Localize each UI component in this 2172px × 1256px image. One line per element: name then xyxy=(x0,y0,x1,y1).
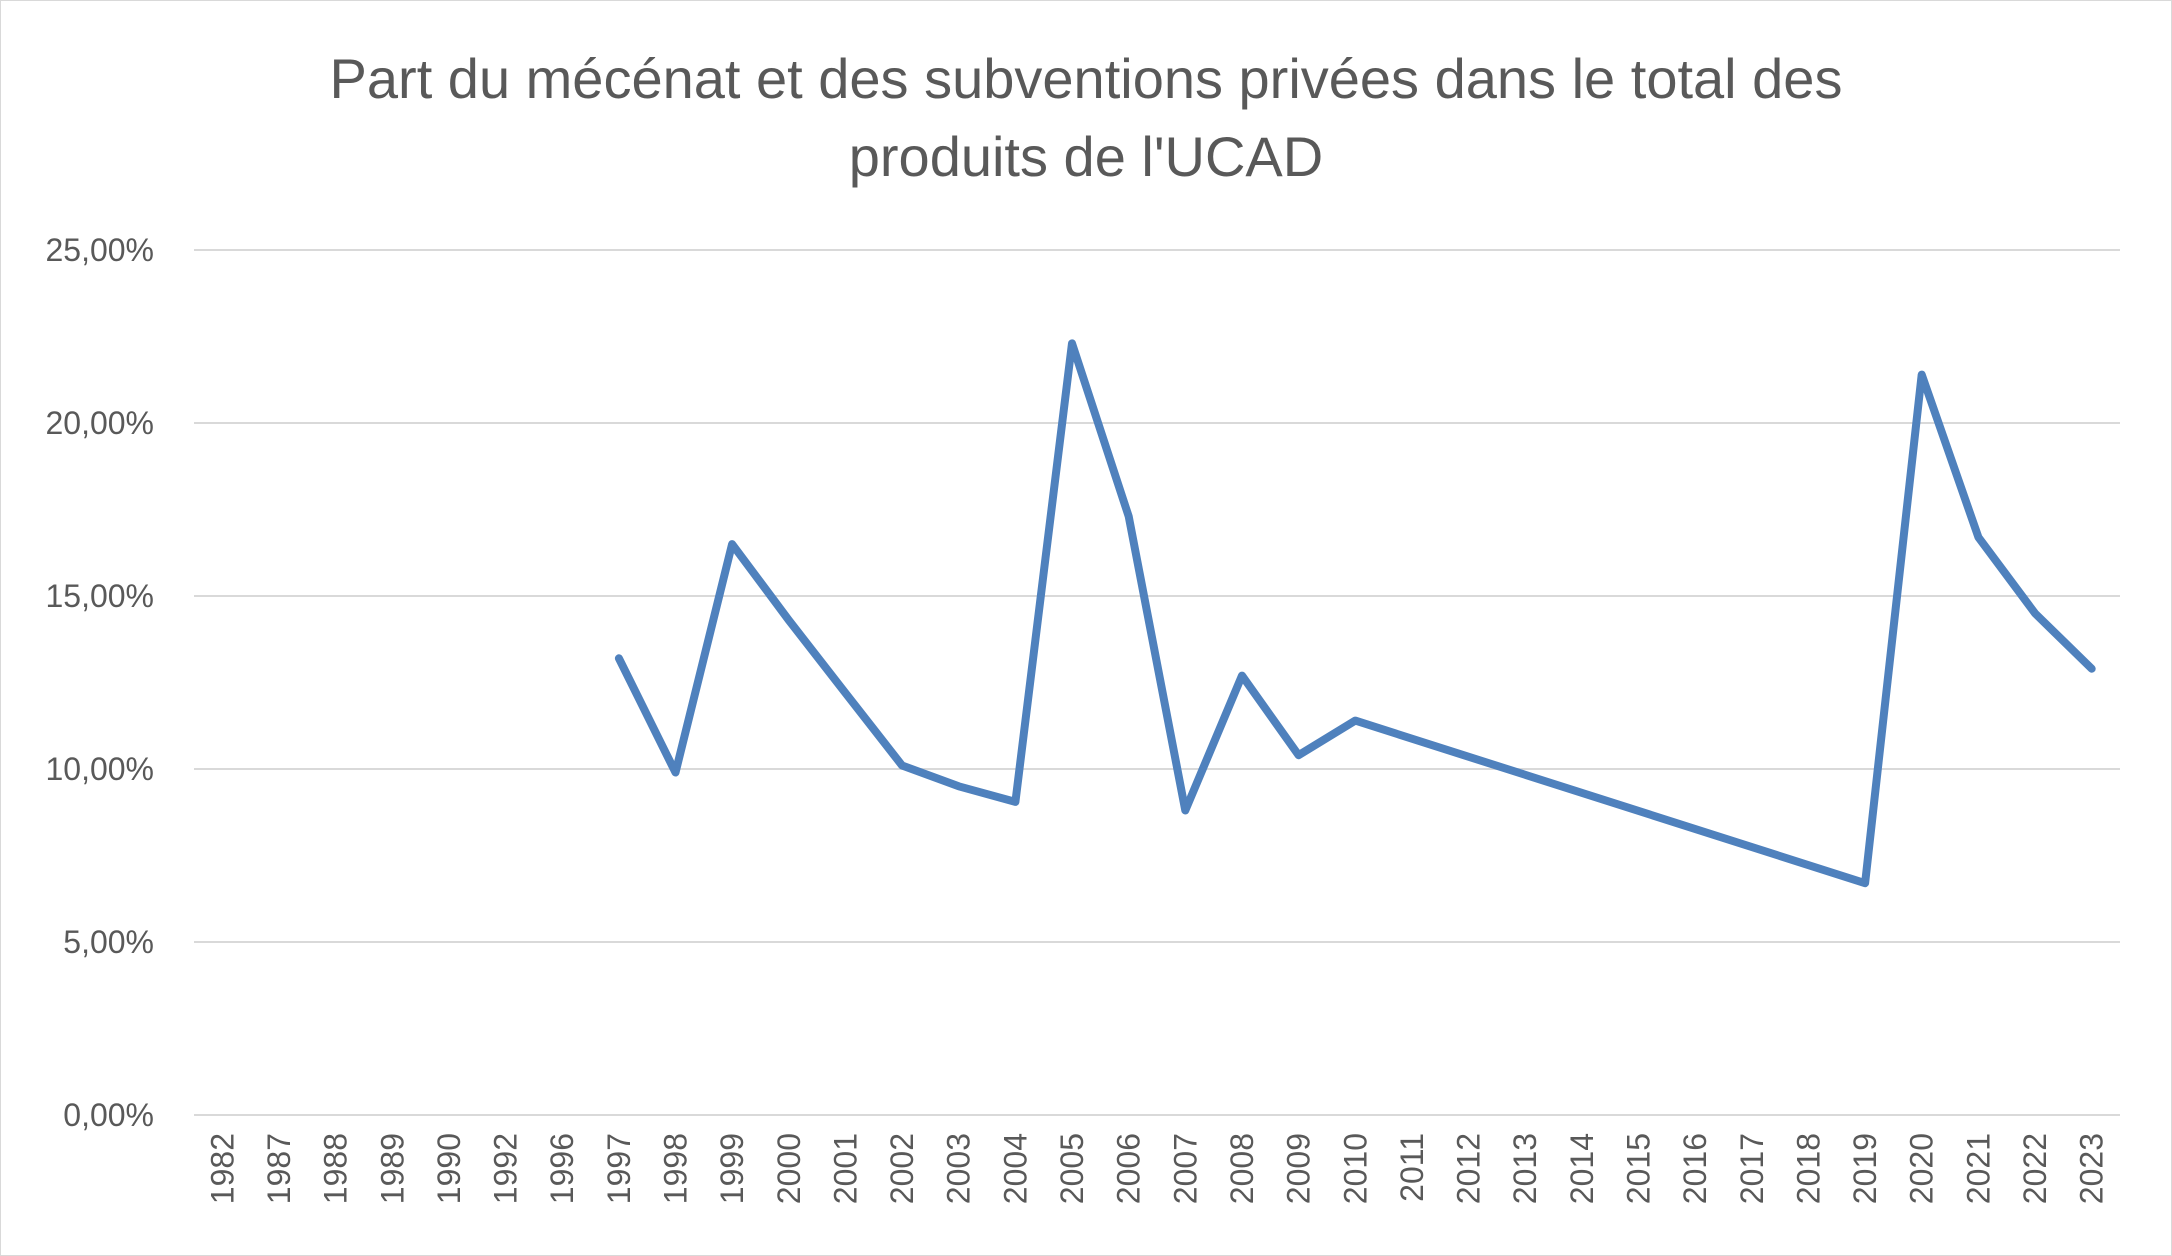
chart-title-line-1: Part du mécénat et des subventions privé… xyxy=(329,47,1843,110)
x-tick-label: 1992 xyxy=(488,1133,524,1204)
x-tick-label: 2019 xyxy=(1847,1133,1883,1204)
y-tick-label: 25,00% xyxy=(45,232,154,268)
x-tick-label: 2020 xyxy=(1904,1133,1940,1204)
x-tick-label: 1997 xyxy=(601,1133,637,1204)
x-tick-label: 2008 xyxy=(1224,1133,1260,1204)
x-tick-label: 1989 xyxy=(374,1133,410,1204)
x-tick-label: 2023 xyxy=(2074,1133,2110,1204)
x-tick-label: 1999 xyxy=(714,1133,750,1204)
x-tick-label: 2003 xyxy=(941,1133,977,1204)
x-tick-label: 2022 xyxy=(2017,1133,2053,1204)
x-tick-label: 2002 xyxy=(884,1133,920,1204)
x-tick-label: 2007 xyxy=(1167,1133,1203,1204)
x-tick-label: 2021 xyxy=(1960,1133,1996,1204)
y-axis-ticks: 0,00% 5,00% 10,00% 15,00% 20,00% 25,00% xyxy=(45,232,154,1133)
x-tick-label: 2004 xyxy=(997,1133,1033,1204)
x-tick-label: 2010 xyxy=(1337,1133,1373,1204)
x-tick-label: 2012 xyxy=(1451,1133,1487,1204)
x-tick-label: 2000 xyxy=(771,1133,807,1204)
chart-title-line-2: produits de l'UCAD xyxy=(848,125,1324,188)
x-tick-label: 1998 xyxy=(658,1133,694,1204)
y-tick-label: 15,00% xyxy=(45,578,154,614)
x-tick-label: 1987 xyxy=(261,1133,297,1204)
y-tick-label: 0,00% xyxy=(63,1097,154,1133)
x-tick-label: 2018 xyxy=(1790,1133,1826,1204)
x-tick-label: 2005 xyxy=(1054,1133,1090,1204)
y-tick-label: 20,00% xyxy=(45,405,154,441)
x-tick-label: 1988 xyxy=(318,1133,354,1204)
y-tick-label: 5,00% xyxy=(63,924,154,960)
series-line xyxy=(614,339,2096,888)
x-tick-label: 1996 xyxy=(544,1133,580,1204)
x-tick-label: 2011 xyxy=(1394,1133,1430,1202)
x-tick-label: 2017 xyxy=(1734,1133,1770,1204)
x-axis-ticks: 1982 1987 1988 1989 1990 1992 1996 1997 1998 1999… xyxy=(204,1133,2109,1204)
y-tick-label: 10,00% xyxy=(45,751,154,787)
x-tick-label: 2015 xyxy=(1621,1133,1657,1204)
x-tick-label: 2016 xyxy=(1677,1133,1713,1204)
gridlines xyxy=(194,249,2120,1116)
x-tick-label: 1982 xyxy=(204,1133,240,1204)
x-tick-label: 2014 xyxy=(1564,1133,1600,1204)
x-tick-label: 2006 xyxy=(1111,1133,1147,1204)
chart-title: Part du mécénat et des subventions privé… xyxy=(0,40,2172,196)
series-layer xyxy=(614,339,2096,888)
x-tick-label: 2009 xyxy=(1281,1133,1317,1204)
x-tick-label: 1990 xyxy=(431,1133,467,1204)
x-tick-label: 2001 xyxy=(827,1133,863,1204)
x-tick-label: 2013 xyxy=(1507,1133,1543,1204)
